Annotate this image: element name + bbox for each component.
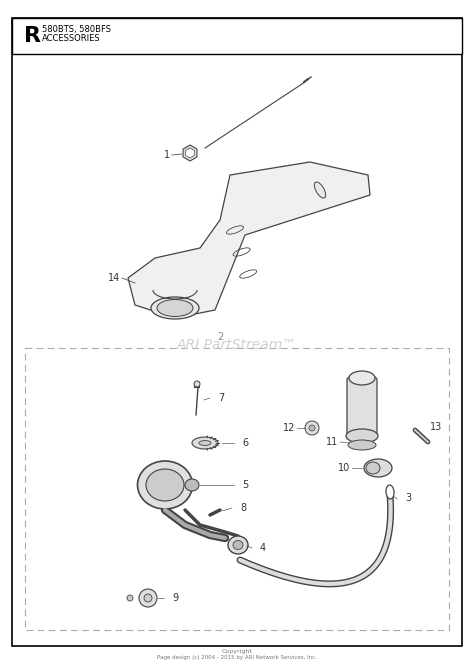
Ellipse shape <box>185 479 199 491</box>
Text: 4: 4 <box>260 543 266 553</box>
Text: 580BTS, 580BFS: 580BTS, 580BFS <box>42 25 111 33</box>
Text: 8: 8 <box>240 503 246 513</box>
Ellipse shape <box>314 182 326 198</box>
Ellipse shape <box>228 536 248 554</box>
Text: ACCESSORIES: ACCESSORIES <box>42 33 100 42</box>
Circle shape <box>194 381 200 387</box>
Polygon shape <box>186 148 194 158</box>
Ellipse shape <box>366 462 380 474</box>
Text: 12: 12 <box>283 423 295 433</box>
Circle shape <box>309 425 315 431</box>
Ellipse shape <box>157 299 193 317</box>
Text: 2: 2 <box>217 332 223 342</box>
Text: 14: 14 <box>108 273 120 283</box>
Ellipse shape <box>151 297 199 319</box>
Polygon shape <box>183 145 197 161</box>
Circle shape <box>139 589 157 607</box>
Ellipse shape <box>233 540 243 550</box>
Bar <box>12 18 462 54</box>
Ellipse shape <box>137 461 192 509</box>
Text: 7: 7 <box>218 393 224 403</box>
Text: R: R <box>24 26 41 46</box>
Text: 11: 11 <box>326 437 338 447</box>
Text: 10: 10 <box>338 463 350 473</box>
Ellipse shape <box>349 371 375 385</box>
Ellipse shape <box>386 485 394 499</box>
Ellipse shape <box>348 440 376 450</box>
Circle shape <box>305 421 319 435</box>
Text: ARI PartStream™: ARI PartStream™ <box>177 338 297 352</box>
Ellipse shape <box>346 429 378 443</box>
Ellipse shape <box>199 440 211 446</box>
Text: Copyright: Copyright <box>221 649 253 655</box>
Ellipse shape <box>146 469 184 501</box>
Text: 3: 3 <box>405 493 411 503</box>
Ellipse shape <box>364 459 392 477</box>
Circle shape <box>144 594 152 602</box>
Text: 1: 1 <box>164 150 170 160</box>
Text: 13: 13 <box>430 422 442 432</box>
Polygon shape <box>128 162 370 318</box>
FancyBboxPatch shape <box>347 377 377 438</box>
Text: 6: 6 <box>242 438 248 448</box>
Text: Page design (c) 2004 - 2015 by ARI Network Services, Inc.: Page design (c) 2004 - 2015 by ARI Netwo… <box>157 655 317 661</box>
Ellipse shape <box>192 437 218 449</box>
Text: 5: 5 <box>242 480 248 490</box>
Circle shape <box>127 595 133 601</box>
Text: 9: 9 <box>172 593 178 603</box>
Bar <box>25 348 449 630</box>
